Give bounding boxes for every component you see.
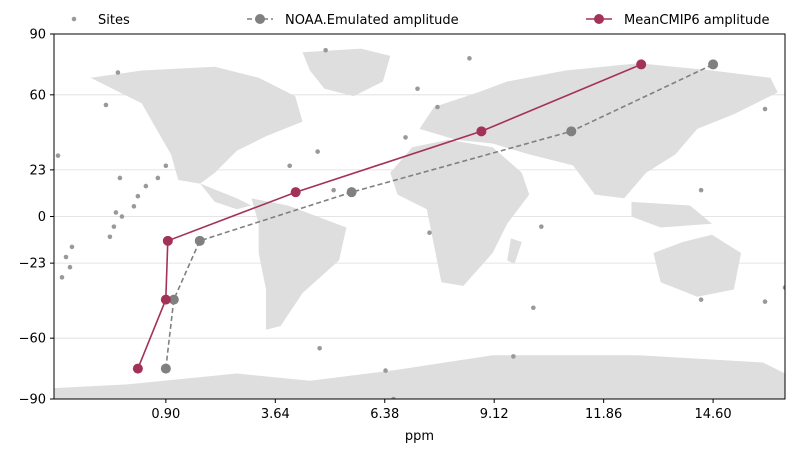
mean-cmip6-point	[162, 235, 173, 246]
site-point	[331, 187, 336, 193]
site-point	[59, 275, 65, 280]
land-madagascar	[507, 238, 522, 264]
site-point	[391, 396, 396, 399]
y-tick-label: 60	[29, 88, 46, 103]
world-map-land	[54, 48, 785, 399]
land-antarctica	[54, 355, 785, 399]
site-point	[113, 210, 119, 215]
x-tick-label: 3.64	[261, 407, 290, 422]
site-point	[63, 254, 69, 260]
legend-sites-label: Sites	[98, 13, 130, 28]
mean-cmip6-point	[160, 294, 171, 305]
x-tick-label: 14.60	[694, 407, 731, 422]
site-point	[155, 175, 161, 181]
noaa-emulated-point	[168, 294, 179, 305]
site-point	[427, 230, 432, 236]
legend-cmip6-marker	[594, 14, 604, 24]
site-point	[511, 354, 516, 359]
site-point	[415, 86, 420, 92]
site-point	[383, 368, 388, 373]
site-point	[467, 56, 472, 61]
site-point	[131, 204, 137, 209]
site-point	[539, 224, 544, 229]
site-point	[117, 175, 123, 181]
x-tick-label: 11.86	[585, 407, 622, 422]
x-axis-title: ppm	[405, 429, 434, 444]
site-point	[287, 163, 292, 169]
noaa-emulated-point	[194, 235, 205, 246]
noaa-emulated-point	[708, 59, 719, 70]
x-tick-label: 6.38	[370, 407, 399, 422]
y-tick-label: −90	[19, 393, 46, 408]
mean-cmip6-point	[476, 126, 487, 137]
site-point	[762, 106, 768, 112]
noaa-emulated-point	[160, 363, 171, 374]
noaa-emulated-point	[346, 187, 357, 198]
land-north-america	[90, 66, 303, 184]
y-tick-label: −60	[19, 332, 46, 347]
site-point	[163, 163, 169, 169]
mean-cmip6-line	[137, 63, 642, 369]
x-tick-label: 0.90	[151, 407, 180, 422]
y-tick-label: 0	[38, 210, 46, 225]
legend: Sites NOAA.Emulated amplitude MeanCMIP6 am…	[71, 13, 769, 28]
site-point	[119, 214, 125, 219]
site-point	[403, 135, 408, 140]
y-tick-label: 23	[29, 163, 46, 178]
site-point	[317, 346, 322, 351]
site-point	[762, 299, 768, 304]
y-axis: −90 −60 −23 0 23 60 90	[19, 28, 54, 408]
noaa-emulated-point	[566, 126, 577, 137]
site-point	[55, 153, 61, 158]
land-central-america	[200, 183, 252, 210]
series-layer	[55, 47, 785, 399]
site-point	[143, 183, 149, 189]
mean-cmip6-point	[636, 59, 647, 70]
site-point	[111, 224, 117, 229]
land-australia	[653, 234, 742, 297]
site-point	[103, 102, 109, 108]
site-point	[67, 264, 73, 270]
site-point	[315, 149, 320, 154]
legend-noaa-marker	[255, 14, 265, 24]
site-point	[69, 244, 75, 250]
mean-cmip6-point	[132, 363, 143, 374]
site-point	[115, 70, 121, 75]
land-greenland	[302, 48, 391, 97]
land-southeast-asia-islands	[631, 201, 712, 228]
land-south-america	[251, 198, 347, 330]
site-point	[698, 187, 704, 193]
site-point	[698, 297, 704, 302]
site-point	[135, 193, 141, 199]
mean-cmip6-point	[290, 187, 301, 198]
site-point	[435, 104, 440, 110]
legend-sites-marker	[71, 16, 77, 22]
y-tick-label: 90	[29, 28, 46, 43]
land-africa	[390, 139, 530, 286]
site-point	[531, 305, 536, 311]
x-axis: 0.90 3.64 6.38 9.12 11.86 14.60	[151, 399, 732, 422]
x-tick-label: 9.12	[480, 407, 509, 422]
land-europe-asia	[419, 63, 778, 199]
y-tick-label: −23	[19, 257, 46, 272]
legend-cmip6-label: MeanCMIP6 amplitude	[624, 13, 769, 28]
noaa-emulated-line	[165, 63, 714, 369]
site-point	[323, 47, 328, 53]
site-point	[782, 285, 785, 290]
site-point	[107, 234, 113, 240]
grid-lines	[54, 94, 785, 339]
legend-noaa-label: NOAA.Emulated amplitude	[285, 13, 459, 28]
